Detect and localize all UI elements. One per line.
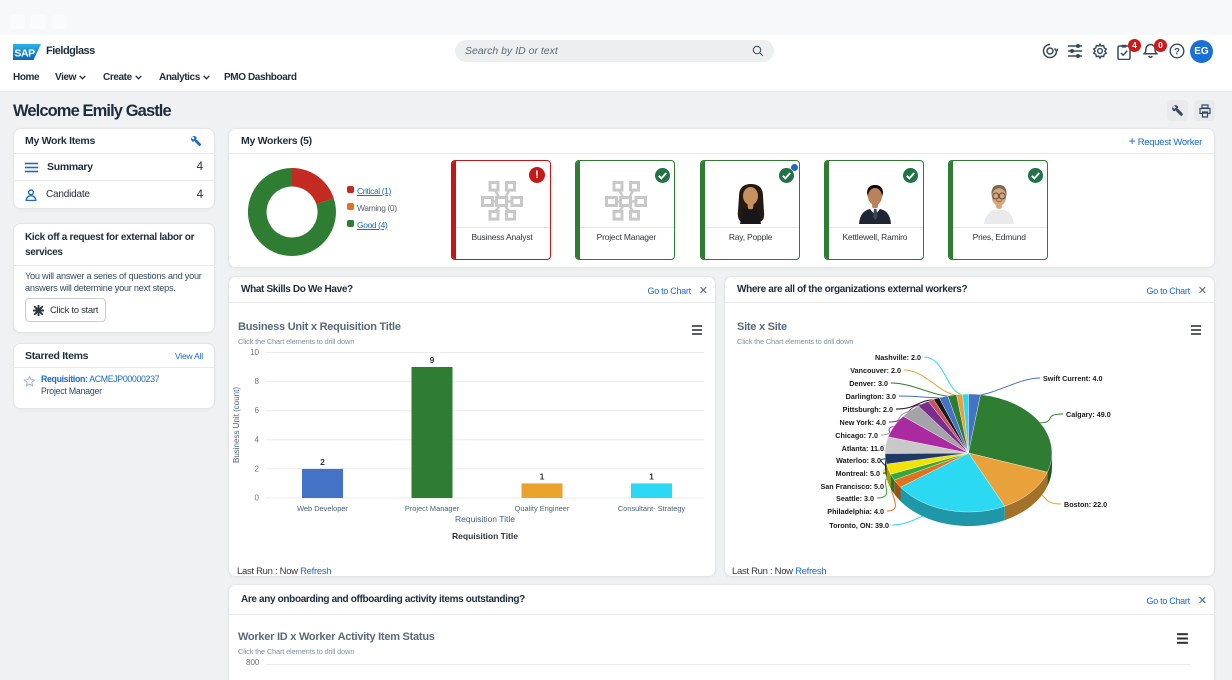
svg-text:Web Developer: Web Developer [297, 504, 348, 513]
svg-text:Toronto, ON: 39.0: Toronto, ON: 39.0 [829, 521, 889, 530]
svg-text:2: 2 [255, 464, 260, 473]
svg-text:8: 8 [255, 377, 260, 386]
svg-text:Nashville: 2.0: Nashville: 2.0 [875, 353, 921, 362]
svg-text:Atlanta: 11.0: Atlanta: 11.0 [842, 444, 884, 453]
svg-text:Waterloo: 8.0: Waterloo: 8.0 [836, 456, 881, 465]
svg-text:Consultant- Strategy: Consultant- Strategy [618, 504, 686, 513]
svg-text:?: ? [1174, 46, 1180, 57]
svg-text:1: 1 [649, 471, 654, 481]
svg-text:Vancouver: 2.0: Vancouver: 2.0 [850, 366, 901, 375]
svg-text:9: 9 [430, 355, 435, 365]
svg-text:6: 6 [255, 406, 260, 415]
svg-text:Denver: 3.0: Denver: 3.0 [849, 379, 888, 388]
svg-text:New York: 4.0: New York: 4.0 [840, 418, 886, 427]
svg-text:Requisition Title: Requisition Title [455, 514, 515, 524]
svg-text:Business Unit (count): Business Unit (count) [232, 387, 241, 463]
svg-text:Pittsburgh: 2.0: Pittsburgh: 2.0 [843, 405, 893, 414]
svg-text:Montreal: 5.0: Montreal: 5.0 [836, 469, 880, 478]
svg-text:10: 10 [250, 348, 259, 357]
svg-text:Darlington: 3.0: Darlington: 3.0 [846, 392, 896, 401]
svg-text:Calgary: 49.0: Calgary: 49.0 [1066, 410, 1111, 419]
svg-text:San Francisco: 5.0: San Francisco: 5.0 [820, 482, 884, 491]
svg-text:Seattle: 3.0: Seattle: 3.0 [836, 494, 874, 503]
svg-text:Philadelphia: 4.0: Philadelphia: 4.0 [827, 507, 884, 516]
svg-text:4: 4 [255, 435, 260, 444]
svg-text:Chicago: 7.0: Chicago: 7.0 [835, 431, 878, 440]
svg-text:Requisition Title: Requisition Title [452, 531, 518, 541]
svg-text:Boston: 22.0: Boston: 22.0 [1064, 500, 1107, 509]
svg-text:SAP: SAP [14, 47, 35, 59]
svg-text:Project Manager: Project Manager [405, 504, 460, 513]
svg-text:Swift Current: 4.0: Swift Current: 4.0 [1043, 374, 1103, 383]
svg-text:0: 0 [255, 494, 260, 503]
svg-text:2: 2 [320, 457, 325, 467]
svg-text:1: 1 [540, 471, 545, 481]
svg-text:Quality Engineer: Quality Engineer [515, 504, 570, 513]
